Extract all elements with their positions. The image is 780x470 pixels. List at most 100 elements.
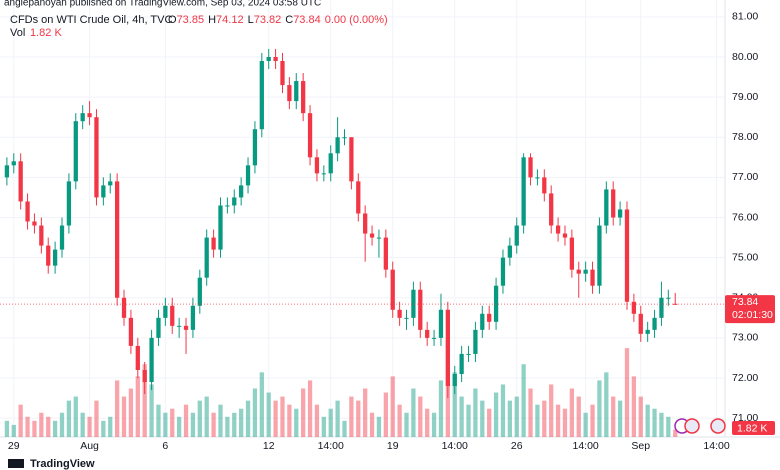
volume-bar <box>156 404 161 437</box>
volume-bar <box>611 396 616 437</box>
volume-bar <box>94 400 99 437</box>
brand: TradingView <box>30 458 95 470</box>
volume-bar <box>80 412 85 437</box>
volume-bar <box>128 388 134 437</box>
volume-bar <box>376 416 382 437</box>
volume-bar <box>101 420 106 437</box>
candle-body <box>617 209 623 218</box>
volume-bar <box>659 412 664 437</box>
candle-body <box>583 269 588 274</box>
candle-body <box>59 225 65 250</box>
volume-bar <box>32 420 37 437</box>
volume-bar <box>638 396 643 437</box>
volume-bar <box>597 380 602 437</box>
candle-body <box>204 237 209 278</box>
candle-body <box>542 177 547 194</box>
volume-bar <box>108 416 113 437</box>
last-price-label: 73.84 <box>732 296 758 308</box>
candle-body <box>252 129 258 166</box>
volume-bar <box>142 364 147 437</box>
volume-bar <box>535 404 540 437</box>
volume-bar <box>252 388 258 437</box>
candle-body <box>25 201 30 222</box>
candle-body <box>369 233 375 238</box>
published-line: anglepanoyan published on TradingView.co… <box>4 0 321 9</box>
volume-bar <box>383 392 388 437</box>
candle-body <box>52 249 58 266</box>
candle-body <box>39 225 44 246</box>
candle-body <box>397 309 402 318</box>
volume-bar <box>542 400 547 437</box>
candle-body <box>507 245 512 258</box>
volume-bar <box>617 400 623 437</box>
candle-body <box>321 173 326 175</box>
last-price-tag <box>725 295 775 324</box>
candle-body <box>18 161 23 202</box>
volume-bar <box>287 404 292 437</box>
volume-bar <box>604 372 609 437</box>
candle-body <box>4 165 10 178</box>
icons <box>674 418 726 434</box>
plot <box>0 0 725 437</box>
candle-body <box>135 345 140 370</box>
candle-body <box>11 161 16 166</box>
vol-value: 1.82 K <box>30 27 62 39</box>
candle-body <box>431 337 437 339</box>
volume-bar <box>335 400 340 437</box>
y-tick-label: 79.00 <box>732 91 758 103</box>
volume-bar <box>507 400 512 437</box>
candle-body <box>425 329 430 338</box>
volume-bar <box>624 348 630 437</box>
volume-bar <box>232 412 237 437</box>
candle-body <box>459 353 464 374</box>
volume-bar <box>59 412 65 437</box>
x-tick-label: 14:00 <box>573 440 599 452</box>
volume-bar <box>576 396 581 437</box>
candle-body <box>562 233 568 238</box>
volume-bar <box>631 376 637 437</box>
candle-body <box>645 329 650 334</box>
countdown-label: 02:01:30 <box>732 309 773 321</box>
candle-body <box>390 269 395 310</box>
volume-bar <box>328 408 333 437</box>
candle-body <box>73 121 78 182</box>
volume-bar <box>514 396 519 437</box>
candle-body <box>280 60 285 86</box>
volume-bar <box>273 400 278 437</box>
candle-body <box>177 325 182 327</box>
y-tick-label: 78.00 <box>732 131 758 143</box>
volume-bar <box>342 420 347 437</box>
candle-body <box>480 313 485 330</box>
legend: CFDs on WTI Crude Oil, 4h, TVC O73.85 H74… <box>10 14 388 26</box>
candle-body <box>418 289 423 330</box>
volume-bar <box>4 420 10 437</box>
ohlc-key: C <box>285 14 293 26</box>
volume-bar <box>25 416 30 437</box>
volume-bar <box>521 364 526 437</box>
volume-bar <box>431 412 437 437</box>
candle-body <box>514 225 519 246</box>
candle-body <box>445 309 450 387</box>
volume-bar <box>321 416 326 437</box>
candle-body <box>301 81 306 114</box>
volume-bar <box>555 404 561 437</box>
volume-bar <box>528 388 533 437</box>
candle-body <box>383 237 388 270</box>
candle-body <box>197 277 202 306</box>
x-tick-label: 29 <box>8 440 20 452</box>
x-tick-label: 14:00 <box>442 440 468 452</box>
volume-bar <box>149 384 154 437</box>
volume-tag <box>732 421 775 435</box>
candle-body <box>94 117 99 198</box>
candle-body <box>652 317 657 330</box>
volume-bar <box>204 396 209 437</box>
candle-body <box>239 185 244 198</box>
flag-icon <box>684 418 700 434</box>
volume-bar <box>66 400 72 437</box>
x-tick-label: 19 <box>387 440 399 452</box>
volume-bar <box>239 408 244 437</box>
candle-body <box>500 257 506 286</box>
volume-bar <box>673 429 678 437</box>
